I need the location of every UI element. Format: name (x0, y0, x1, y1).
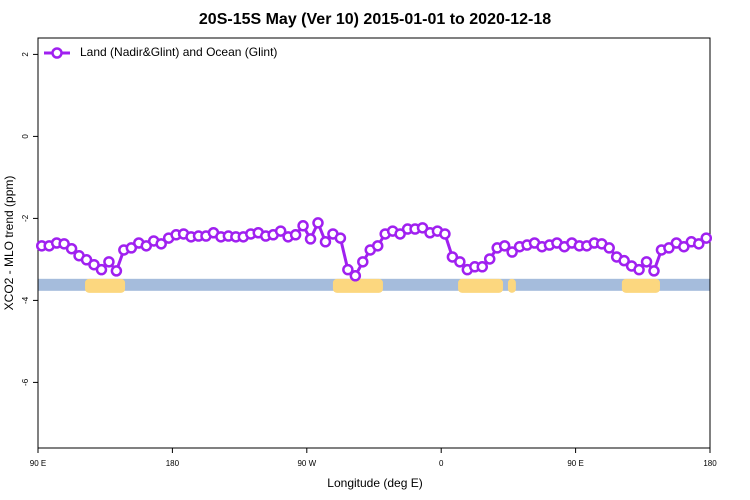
data-point (103, 256, 115, 268)
data-point (648, 265, 660, 277)
data-point (476, 261, 489, 273)
x-tick-label: 0 (439, 459, 444, 468)
x-tick-label: 90 E (30, 459, 46, 468)
data-point (342, 263, 354, 276)
land-band (332, 278, 383, 293)
data-point (506, 246, 518, 258)
land-band (85, 278, 126, 293)
data-point (603, 242, 615, 254)
y-axis-label: XCO2 - MLO trend (ppm) (2, 176, 16, 311)
data-point (371, 240, 384, 252)
data-point (312, 217, 324, 229)
data-point (274, 225, 287, 237)
data-point (95, 263, 108, 276)
data-point (640, 256, 653, 268)
y-tick-label: 0 (21, 134, 30, 139)
data-point (454, 256, 466, 268)
data-point (483, 253, 496, 265)
y-tick-label: -4 (21, 296, 30, 304)
y-tick-label: -2 (21, 214, 30, 222)
data-point (439, 228, 451, 240)
land-band (507, 278, 516, 293)
chart-title: 20S-15S May (Ver 10) 2015-01-01 to 2020-… (199, 11, 551, 28)
data-point (633, 263, 645, 276)
x-axis-label: Longitude (deg E) (327, 476, 422, 490)
legend-marker (51, 47, 63, 59)
land-band (458, 278, 504, 293)
data-point (618, 254, 630, 267)
data-point (304, 233, 317, 245)
legend-label: Land (Nadir&Glint) and Ocean (Glint) (80, 45, 277, 59)
land-band (621, 278, 660, 293)
data-point (357, 256, 369, 268)
data-point (693, 238, 705, 250)
x-tick-label: 90 E (567, 459, 583, 468)
y-tick-label: 2 (21, 52, 30, 57)
data-point (349, 270, 362, 282)
data-point (289, 229, 302, 241)
data-point (700, 232, 713, 244)
data-point (110, 265, 123, 277)
x-tick-label: 180 (166, 459, 180, 468)
data-point (334, 232, 347, 244)
data-point (498, 240, 511, 252)
x-tick-label: 90 W (297, 459, 316, 468)
data-point (65, 242, 78, 255)
data-point (155, 238, 167, 250)
data-point (297, 220, 309, 232)
data-point (319, 236, 332, 248)
x-tick-label: 180 (703, 459, 717, 468)
y-tick-label: -6 (21, 378, 30, 386)
